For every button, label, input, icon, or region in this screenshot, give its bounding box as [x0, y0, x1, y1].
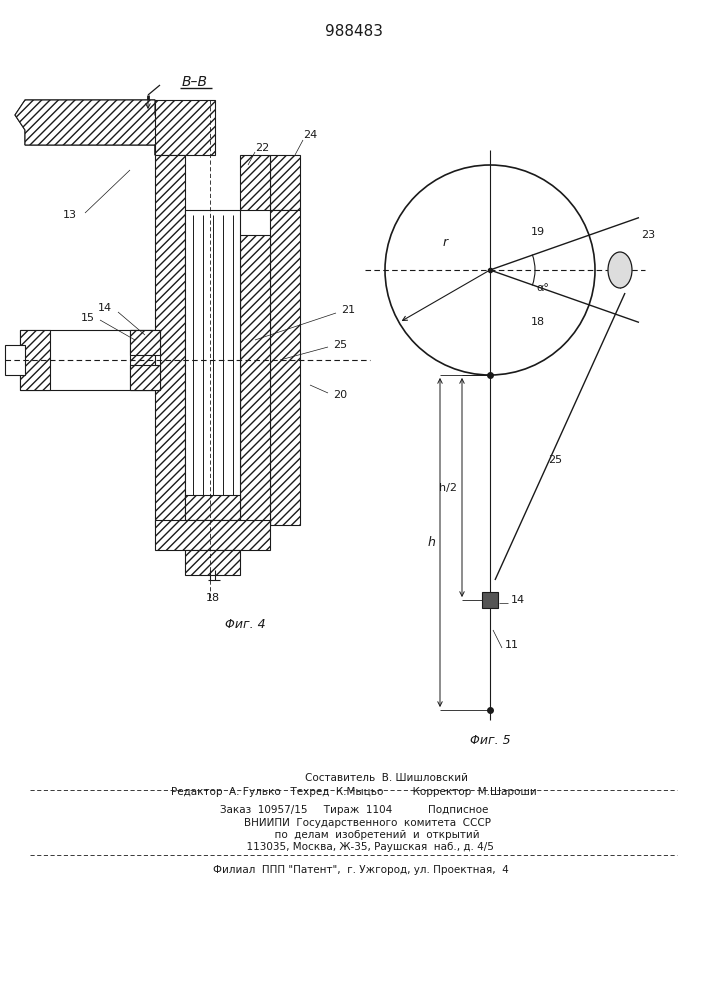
Text: Составитель  В. Шишловский: Составитель В. Шишловский [240, 773, 468, 783]
Text: 25: 25 [548, 455, 562, 465]
Text: r: r [443, 235, 448, 248]
Text: по  делам  изобретений  и  открытий: по делам изобретений и открытий [228, 830, 479, 840]
Bar [185, 495, 240, 520]
Text: 22: 22 [255, 143, 269, 153]
Text: ВНИИПИ  Государственного  комитета  СССР: ВНИИПИ Государственного комитета СССР [218, 818, 491, 828]
Bar [240, 155, 270, 210]
Bar [482, 592, 498, 608]
Polygon shape [15, 100, 170, 155]
Text: 23: 23 [641, 230, 655, 240]
Bar [130, 330, 155, 390]
Text: 988483: 988483 [325, 24, 383, 39]
Bar [20, 330, 160, 390]
Bar [240, 235, 270, 525]
Text: 18: 18 [531, 317, 545, 327]
Text: 113035, Москва, Ж-35, Раушская  наб., д. 4/5: 113035, Москва, Ж-35, Раушская наб., д. … [214, 842, 494, 852]
Bar [270, 210, 300, 525]
Text: 18: 18 [206, 593, 220, 603]
Bar [215, 280, 240, 480]
Text: 14: 14 [511, 595, 525, 605]
Bar [155, 100, 215, 155]
Bar [185, 550, 240, 575]
Text: α°: α° [537, 283, 549, 293]
Text: B–B: B–B [182, 75, 208, 89]
Text: h: h [428, 536, 436, 549]
Text: 20: 20 [333, 390, 347, 400]
Text: h/2: h/2 [439, 483, 457, 492]
Text: 24: 24 [303, 130, 317, 140]
Text: 13: 13 [63, 210, 77, 220]
Text: 11: 11 [505, 640, 519, 650]
Polygon shape [15, 100, 170, 155]
Text: 19: 19 [531, 227, 545, 237]
Bar [130, 365, 160, 390]
Bar [270, 155, 300, 210]
Bar [185, 210, 240, 500]
Text: 25: 25 [333, 340, 347, 350]
Text: Заказ  10957/15     Тираж  1104           Подписное: Заказ 10957/15 Тираж 1104 Подписное [220, 805, 489, 815]
Text: Редактор  А. Гулько   Техред  К.Мыцьо         Корректор  М.Шароши: Редактор А. Гулько Техред К.Мыцьо Коррек… [171, 787, 537, 797]
Ellipse shape [608, 252, 632, 288]
Text: Филиал  ППП "Патент",  г. Ужгород, ул. Проектная,  4: Филиал ППП "Патент", г. Ужгород, ул. Про… [199, 865, 508, 875]
Bar [155, 155, 185, 525]
Text: 15: 15 [81, 313, 95, 323]
Text: 14: 14 [98, 303, 112, 313]
Text: 21: 21 [341, 305, 355, 315]
Bar [130, 330, 160, 355]
Text: Φиг. 4: Φиг. 4 [225, 618, 265, 632]
Text: Φиг. 5: Φиг. 5 [469, 734, 510, 746]
Bar [5, 345, 25, 375]
Bar [155, 520, 270, 550]
Bar [20, 330, 50, 390]
